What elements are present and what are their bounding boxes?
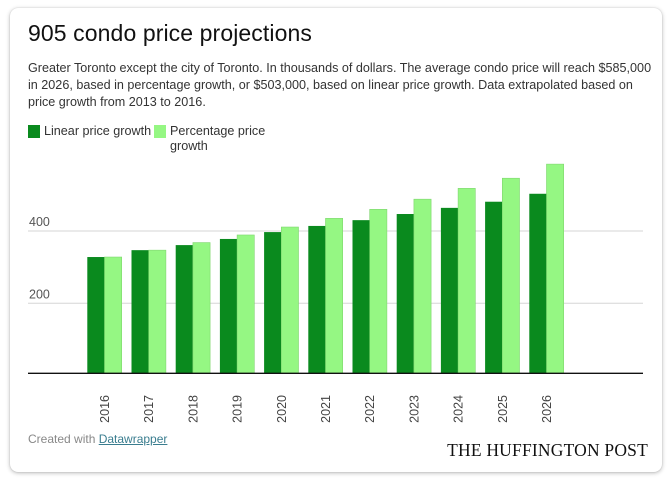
legend-swatch-linear xyxy=(28,125,40,138)
x-tick-label: 2023 xyxy=(407,395,421,423)
chart-title: 905 condo price projections xyxy=(28,20,312,46)
x-tick-label: 2024 xyxy=(452,395,466,423)
bars xyxy=(87,163,565,374)
bar-percentage-2023[interactable] xyxy=(413,198,432,374)
x-tick-label: 2017 xyxy=(142,395,156,423)
bar-percentage-2021[interactable] xyxy=(325,218,344,374)
x-tick-label: 2018 xyxy=(186,395,200,423)
y-tick-label: 400 xyxy=(29,215,50,229)
bar-percentage-2022[interactable] xyxy=(369,209,388,374)
bar-percentage-2020[interactable] xyxy=(280,226,299,374)
axes: 200 400 2016 2017 2018 2019 2020 2021 2022 2023 20… xyxy=(28,215,643,423)
x-tick-label: 2025 xyxy=(496,395,510,423)
bar-percentage-2019[interactable] xyxy=(236,234,255,374)
bar-linear-2018[interactable] xyxy=(175,245,193,374)
y-tick-label: 200 xyxy=(29,287,50,301)
chart-description: Greater Toronto except the city of Toron… xyxy=(28,61,652,109)
x-tick-label: 2026 xyxy=(540,395,554,423)
bar-percentage-2017[interactable] xyxy=(148,249,167,374)
legend-item-linear: Linear price growth xyxy=(28,124,151,139)
bar-percentage-2016[interactable] xyxy=(104,256,123,374)
credit: Created with Datawrapper xyxy=(28,432,167,446)
bar-linear-2020[interactable] xyxy=(264,232,282,374)
x-tick-label: 2020 xyxy=(275,395,289,423)
credit-prefix: Created with xyxy=(28,432,99,446)
bar-linear-2022[interactable] xyxy=(352,220,370,374)
x-tick-label: 2021 xyxy=(319,395,333,423)
bar-linear-2016[interactable] xyxy=(87,257,105,374)
legend-label-linear: Linear price growth xyxy=(44,124,152,138)
legend-label-percentage: Percentage price growth xyxy=(170,124,266,153)
x-tick-label: 2022 xyxy=(363,395,377,423)
bar-linear-2023[interactable] xyxy=(396,214,414,374)
legend-swatch-percentage xyxy=(154,125,166,138)
bar-linear-2019[interactable] xyxy=(219,238,238,374)
bar-percentage-2025[interactable] xyxy=(501,177,520,374)
bar-linear-2021[interactable] xyxy=(308,225,326,374)
bar-linear-2017[interactable] xyxy=(131,250,149,374)
bar-linear-2026[interactable] xyxy=(529,193,547,374)
bar-percentage-2026[interactable] xyxy=(546,163,565,374)
bar-linear-2025[interactable] xyxy=(485,201,503,374)
datawrapper-link[interactable]: Datawrapper xyxy=(98,432,168,446)
bar-percentage-2024[interactable] xyxy=(457,188,476,374)
legend-item-percentage: Percentage price growth xyxy=(154,124,284,154)
x-tick-label: 2019 xyxy=(231,395,245,423)
bar-linear-2024[interactable] xyxy=(440,207,459,374)
x-tick-label: 2016 xyxy=(98,395,112,423)
huffington-post-logo: THE HUFFINGTON POST xyxy=(447,440,648,460)
bar-percentage-2018[interactable] xyxy=(192,242,211,374)
